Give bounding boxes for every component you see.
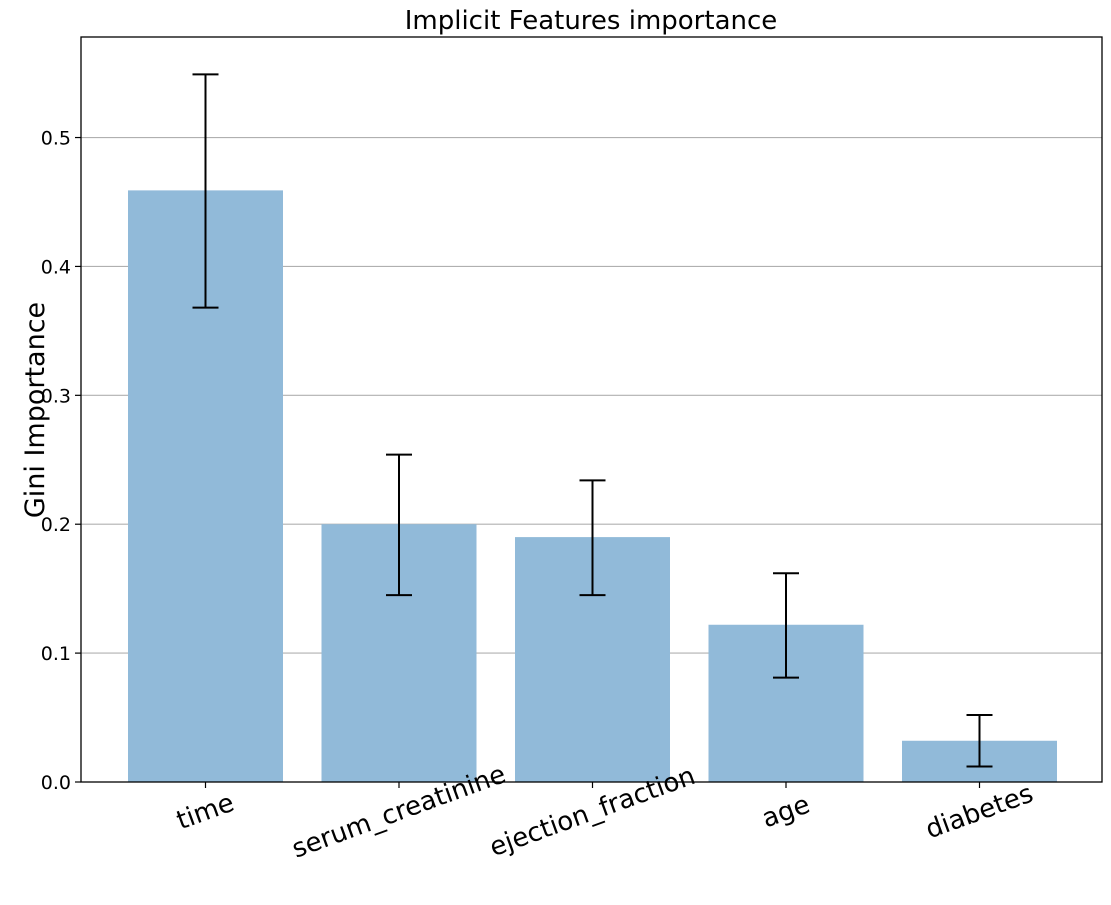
y-axis-label: Gini Importance — [20, 302, 51, 518]
x-tick-label: age — [758, 790, 814, 835]
y-axis-ticks: 0.0 0.1 0.2 0.3 0.4 0.5 — [41, 128, 81, 794]
plot-frame — [80, 36, 1103, 783]
y-tick-label: 0.4 — [41, 256, 71, 278]
error-bars — [192, 73, 993, 768]
y-tick-label: 0.0 — [41, 772, 71, 794]
y-tick-label: 0.2 — [41, 514, 71, 536]
y-tick-label: 0.5 — [41, 128, 71, 150]
x-tick-label: time — [173, 788, 238, 836]
y-tick-label: 0.1 — [41, 643, 71, 665]
chart-title: Implicit Features importance — [405, 6, 778, 36]
x-tick-label: diabetes — [922, 779, 1037, 845]
y-tick-label: 0.3 — [41, 385, 71, 407]
